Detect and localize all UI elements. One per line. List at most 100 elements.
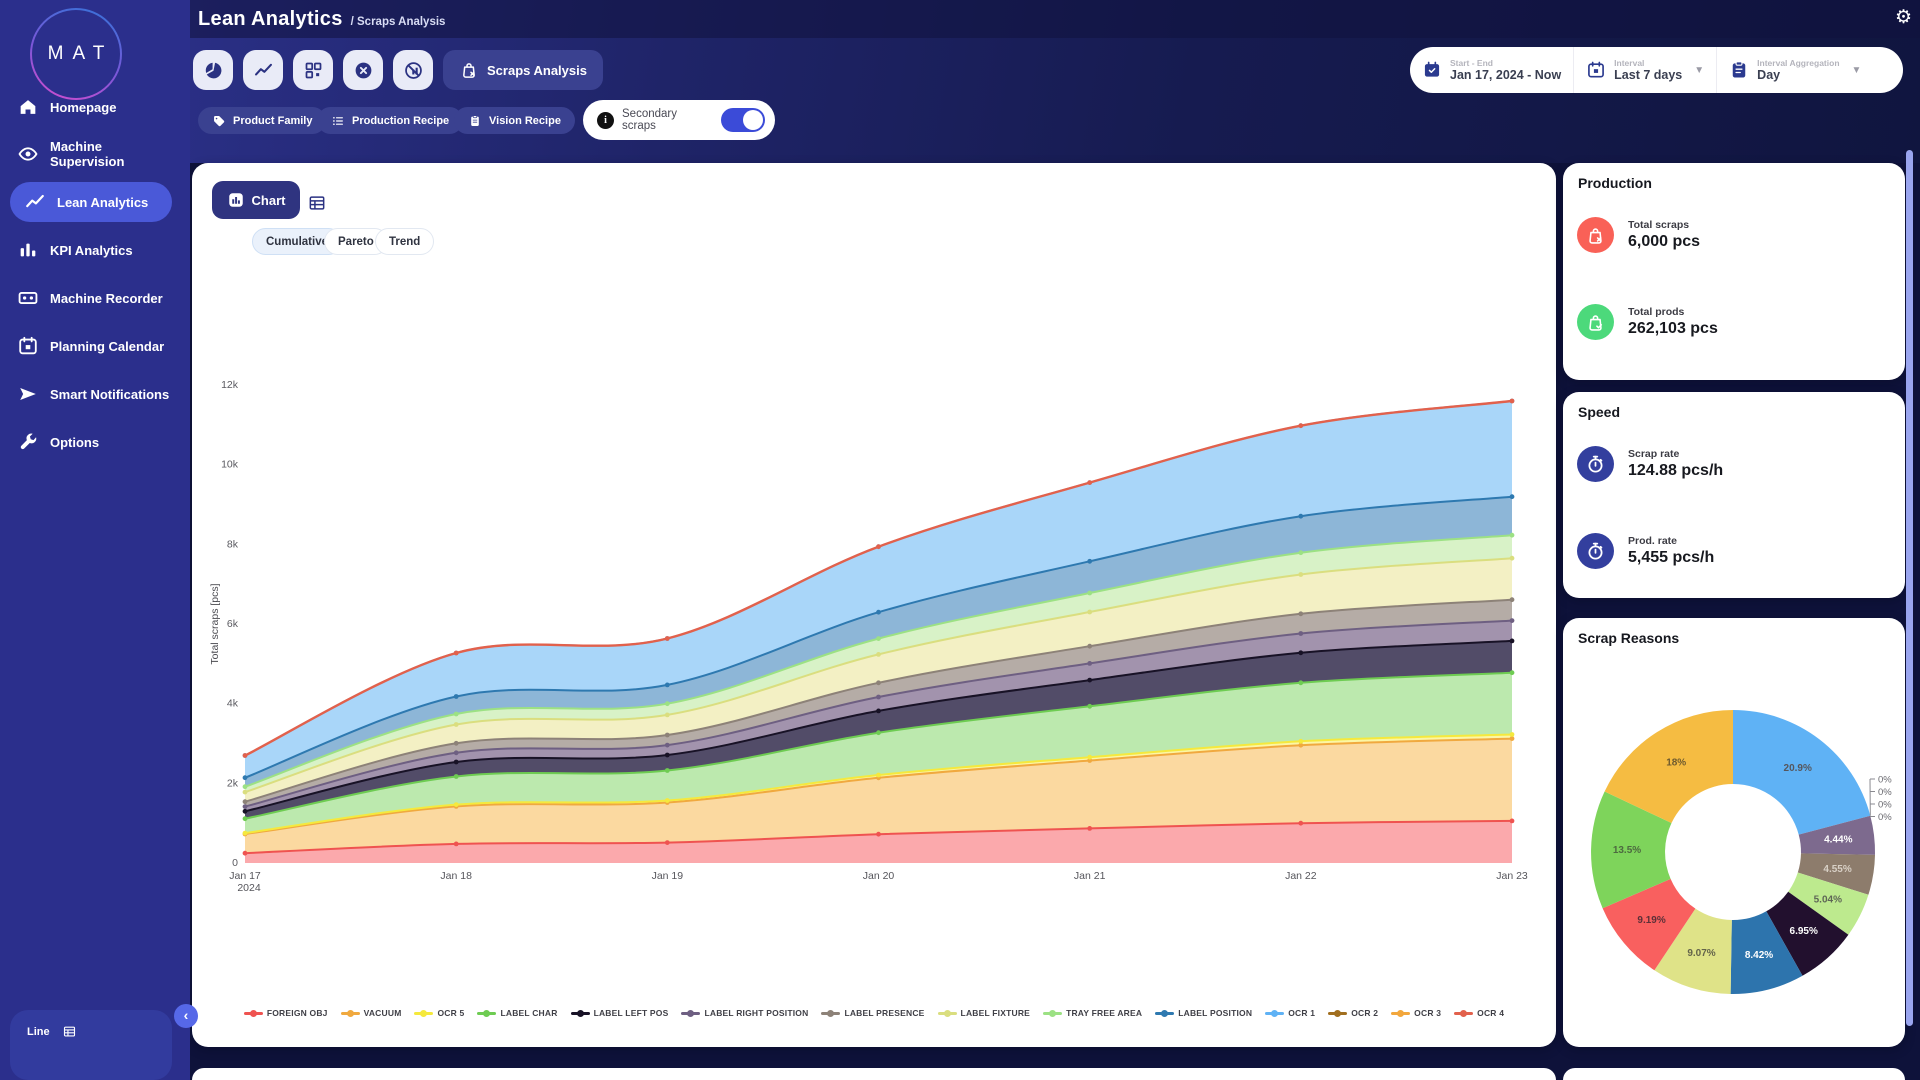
point-foreign-obj[interactable] [876, 831, 881, 837]
point-label-fixture[interactable] [664, 712, 670, 718]
line-panel[interactable]: Line [10, 1010, 172, 1080]
point-label-char[interactable] [1509, 670, 1515, 676]
donut-slice-label-right-position[interactable] [1798, 815, 1876, 855]
point-vacuum[interactable] [1087, 758, 1093, 763]
point-label-left-pos[interactable] [242, 808, 248, 814]
donut-slice-ocr-1[interactable] [1733, 710, 1871, 835]
datebar-section-interval[interactable]: Interval Last 7 days ▼ [1573, 47, 1716, 93]
donut-slice-label-left-pos[interactable] [1766, 891, 1849, 976]
mode-button-trend[interactable]: Trend [375, 228, 435, 255]
point-label-right-position[interactable] [664, 742, 670, 748]
point-tray-free-area[interactable] [1298, 550, 1304, 556]
sidebar-item-options[interactable]: Options [0, 422, 190, 462]
legend-item-label-right-position[interactable]: LABEL RIGHT POSITION [681, 1008, 808, 1018]
point-label-position[interactable] [1087, 558, 1093, 564]
point-foreign-obj[interactable] [1298, 820, 1304, 826]
point-ocr-4[interactable] [876, 544, 881, 550]
point-label-fixture[interactable] [1298, 572, 1304, 577]
point-ocr-4[interactable] [453, 650, 459, 656]
point-ocr-4[interactable] [1087, 480, 1093, 485]
point-label-right-position[interactable] [1509, 618, 1515, 623]
point-foreign-obj[interactable] [664, 840, 670, 845]
table-view-button[interactable] [307, 190, 333, 216]
x-circle-button[interactable] [343, 50, 383, 90]
point-label-presence[interactable] [242, 799, 248, 805]
legend-item-label-left-pos[interactable]: LABEL LEFT POS [570, 1008, 669, 1018]
point-foreign-obj[interactable] [453, 841, 459, 847]
qr-grid-button[interactable] [293, 50, 333, 90]
point-ocr-5[interactable] [453, 802, 459, 807]
sidebar-item-lean-analytics[interactable]: Lean Analytics [10, 182, 172, 222]
point-tray-free-area[interactable] [453, 711, 459, 717]
sidebar-item-smart-notifications[interactable]: Smart Notifications [0, 374, 190, 414]
point-label-fixture[interactable] [453, 722, 459, 727]
point-ocr-5[interactable] [876, 772, 881, 778]
point-label-char[interactable] [664, 768, 670, 773]
legend-item-tray-free-area[interactable]: TRAY FREE AREA [1043, 1008, 1142, 1018]
point-label-fixture[interactable] [1087, 609, 1093, 615]
point-label-right-position[interactable] [1298, 631, 1304, 636]
point-ocr-4[interactable] [1509, 398, 1515, 404]
donut-slice-label-char[interactable] [1591, 791, 1672, 909]
point-label-fixture[interactable] [242, 789, 248, 795]
donut-slice-foreign-obj[interactable] [1602, 878, 1696, 971]
point-label-right-position[interactable] [876, 694, 881, 700]
donut-slice-label-presence[interactable] [1797, 853, 1875, 895]
point-label-presence[interactable] [876, 680, 881, 686]
donut-slice-label-fixture[interactable] [1654, 908, 1732, 994]
point-foreign-obj[interactable] [1087, 826, 1093, 831]
point-label-position[interactable] [664, 682, 670, 688]
point-label-char[interactable] [876, 730, 881, 736]
point-tray-free-area[interactable] [876, 636, 881, 641]
point-tray-free-area[interactable] [1087, 590, 1093, 596]
chart-tab-button[interactable]: Chart [212, 181, 300, 219]
point-label-right-position[interactable] [242, 804, 248, 809]
sidebar-collapse-button[interactable]: ‹ [174, 1004, 198, 1028]
point-tray-free-area[interactable] [664, 701, 670, 707]
point-label-presence[interactable] [1509, 597, 1515, 603]
legend-item-ocr-4[interactable]: OCR 4 [1454, 1008, 1504, 1018]
point-ocr-5[interactable] [242, 830, 248, 836]
donut-slice-vacuum[interactable] [1604, 710, 1733, 823]
point-vacuum[interactable] [1298, 742, 1304, 748]
point-label-position[interactable] [453, 694, 459, 699]
scrollbar-thumb[interactable] [1906, 150, 1913, 1026]
point-label-fixture[interactable] [1509, 555, 1515, 561]
sidebar-item-homepage[interactable]: Homepage [0, 87, 190, 127]
legend-item-ocr-5[interactable]: OCR 5 [414, 1008, 464, 1018]
sidebar-item-machine-supervision[interactable]: Machine Supervision [0, 134, 190, 174]
datebar-section-interval-aggregation[interactable]: Interval Aggregation Day ▼ [1716, 47, 1873, 93]
legend-item-ocr-1[interactable]: OCR 1 [1265, 1008, 1315, 1018]
point-label-char[interactable] [453, 774, 459, 779]
point-vacuum[interactable] [1509, 736, 1515, 741]
filter-chip-vision-recipe[interactable]: Vision Recipe [454, 107, 575, 134]
legend-item-label-char[interactable]: LABEL CHAR [477, 1008, 557, 1018]
point-label-left-pos[interactable] [453, 759, 459, 765]
point-label-presence[interactable] [664, 732, 670, 738]
point-label-left-pos[interactable] [1087, 677, 1093, 683]
point-ocr-4[interactable] [1298, 423, 1304, 429]
donut-slice-label-position[interactable] [1730, 911, 1803, 995]
point-foreign-obj[interactable] [1509, 818, 1515, 824]
point-ocr-5[interactable] [664, 798, 670, 803]
point-label-presence[interactable] [453, 740, 459, 746]
point-label-position[interactable] [1509, 494, 1515, 500]
legend-item-vacuum[interactable]: VACUUM [340, 1008, 402, 1018]
point-label-left-pos[interactable] [876, 708, 881, 714]
point-label-fixture[interactable] [876, 652, 881, 657]
point-label-right-position[interactable] [1087, 661, 1093, 666]
point-label-position[interactable] [876, 609, 881, 615]
point-label-char[interactable] [1298, 680, 1304, 686]
point-label-position[interactable] [1298, 513, 1304, 519]
sidebar-item-machine-recorder[interactable]: Machine Recorder [0, 278, 190, 318]
sidebar-item-planning-calendar[interactable]: Planning Calendar [0, 326, 190, 366]
point-ocr-5[interactable] [1087, 754, 1093, 760]
datebar-section-start-end[interactable]: Start - End Jan 17, 2024 - Now [1410, 47, 1573, 93]
legend-item-foreign-obj[interactable]: FOREIGN OBJ [243, 1008, 328, 1018]
point-foreign-obj[interactable] [242, 850, 248, 856]
pie-chart-button[interactable] [193, 50, 233, 90]
settings-gear-icon[interactable]: ⚙ [1894, 7, 1912, 28]
point-label-left-pos[interactable] [1298, 650, 1304, 656]
point-label-left-pos[interactable] [664, 752, 670, 758]
point-label-presence[interactable] [1087, 643, 1093, 649]
